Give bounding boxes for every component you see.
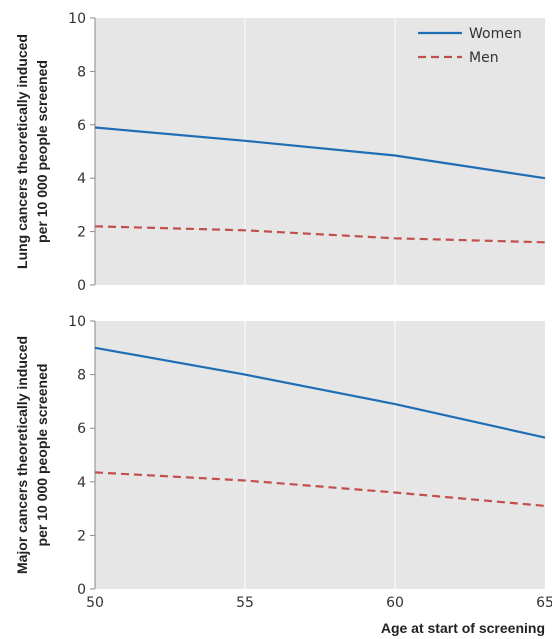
y-tick-label: 0 bbox=[77, 278, 86, 294]
x-tick-label: 65 bbox=[536, 595, 552, 611]
legend-label-women: Women bbox=[469, 26, 522, 42]
plot-background bbox=[95, 18, 545, 285]
x-axis-title: Age at start of screening bbox=[381, 620, 545, 636]
series-line-men bbox=[94, 225, 546, 244]
y-axis-title-line2: per 10 000 people screened bbox=[34, 60, 50, 243]
bottom-panel-major-cancers: 0 2 4 6 8 10 Major cancers theoretically induc… bbox=[14, 314, 552, 636]
y-tick-label: 2 bbox=[77, 528, 86, 544]
series-line-women bbox=[94, 126, 546, 180]
y-tick-label: 8 bbox=[77, 64, 86, 80]
y-tick-label: 2 bbox=[77, 225, 86, 241]
legend-label-men: Men bbox=[469, 50, 499, 66]
x-tick-label: 55 bbox=[236, 595, 254, 611]
plot-background bbox=[95, 321, 545, 589]
series-line-women bbox=[94, 346, 546, 439]
y-tick-label: 4 bbox=[77, 171, 86, 187]
series-line-men bbox=[94, 471, 546, 507]
x-tick-label: 60 bbox=[386, 595, 404, 611]
y-tick-label: 6 bbox=[77, 118, 86, 134]
y-tick-label: 6 bbox=[77, 421, 86, 437]
y-tick-label: 8 bbox=[77, 368, 86, 384]
y-axis-title-line2: per 10 000 people screened bbox=[34, 364, 50, 547]
y-tick-label: 10 bbox=[68, 11, 86, 27]
y-axis-title-line1: Lung cancers theoretically induced bbox=[14, 34, 30, 269]
y-tick-label: 4 bbox=[77, 475, 86, 491]
y-tick-label: 0 bbox=[77, 582, 86, 598]
x-tick-label: 50 bbox=[86, 595, 104, 611]
top-panel-lung-cancers: 0 2 4 6 8 10 Lung cancers theoretically induce… bbox=[14, 11, 546, 294]
y-tick-label: 10 bbox=[68, 314, 86, 330]
y-axis-title-line1: Major cancers theoretically induced bbox=[14, 336, 30, 574]
